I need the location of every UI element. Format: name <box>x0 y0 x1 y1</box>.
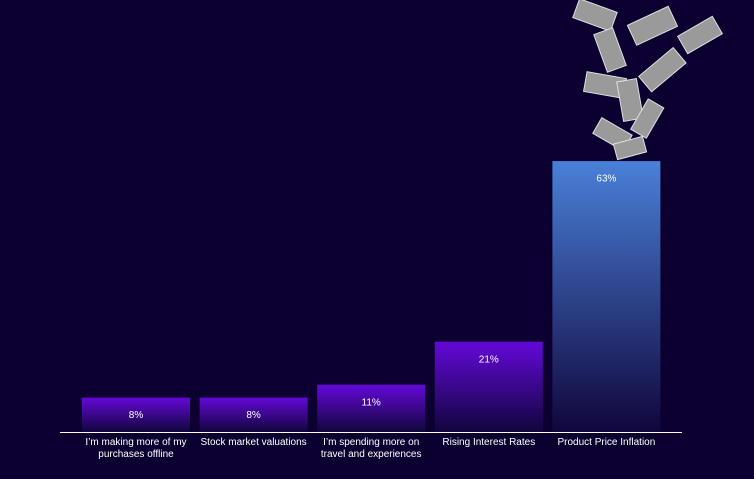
value-label: 63% <box>596 174 616 185</box>
bar <box>199 397 308 432</box>
value-label: 8% <box>246 410 261 421</box>
category-label: Rising Interest Rates <box>442 437 536 448</box>
category-label: Stock market valuations <box>200 437 307 448</box>
category-label: Product Price Inflation <box>557 437 656 448</box>
bar <box>434 341 543 432</box>
value-label: 21% <box>479 354 499 365</box>
bar <box>82 397 190 432</box>
bar <box>317 384 426 432</box>
value-label: 11% <box>362 397 381 408</box>
value-label: 8% <box>129 410 144 421</box>
money-decoration <box>572 0 724 161</box>
bar <box>552 161 661 432</box>
category-label: I’m spending more on travel and experien… <box>320 437 422 460</box>
category-label: I’m making more of my purchases offline <box>85 437 187 460</box>
